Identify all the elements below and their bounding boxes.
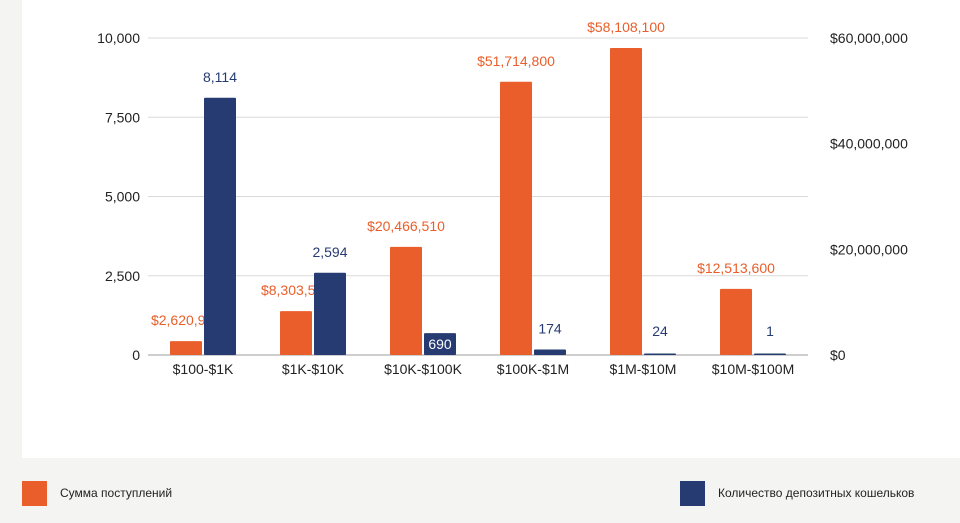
x-tick-label: $10M-$100M bbox=[712, 361, 795, 377]
bar-label-count: 174 bbox=[538, 320, 562, 336]
bar-label-amount: $2,620,914 bbox=[151, 312, 221, 328]
bar-amount bbox=[720, 288, 752, 355]
x-tick-label: $1K-$10K bbox=[282, 361, 345, 377]
x-tick-label: $1M-$10M bbox=[610, 361, 677, 377]
chart-panel: 0 2,500 5,000 7,500 10,000 $0 $20,000,000 $40,0… bbox=[22, 0, 960, 458]
bar-count bbox=[204, 97, 236, 356]
legend-item-amount: Сумма поступлений bbox=[22, 480, 173, 506]
x-tick-label: $100K-$1M bbox=[497, 361, 569, 377]
legend-label-count: Количество депозитных кошельков bbox=[718, 486, 915, 500]
bar-amount bbox=[610, 47, 642, 355]
legend-item-count: Количество депозитных кошельков bbox=[680, 480, 915, 506]
bar-count bbox=[534, 349, 566, 355]
bar-label-count: 1 bbox=[766, 323, 774, 339]
bar-count bbox=[644, 353, 676, 355]
legend-swatch-amount bbox=[22, 480, 47, 506]
bar-label-amount: $20,466,510 bbox=[367, 218, 445, 234]
bar-count bbox=[314, 272, 346, 355]
y-left-tick-label: 7,500 bbox=[105, 109, 140, 125]
y-right-tick-label: $40,000,000 bbox=[830, 136, 908, 152]
bar-chart: 0 2,500 5,000 7,500 10,000 $0 $20,000,000 $40,0… bbox=[97, 19, 908, 377]
bar-label-amount: $58,108,100 bbox=[587, 19, 665, 35]
x-tick-label: $10K-$100K bbox=[384, 361, 463, 377]
bar-label-count: 8,114 bbox=[203, 69, 237, 85]
y-left-tick-label: 0 bbox=[132, 347, 140, 363]
bar-count bbox=[754, 353, 786, 355]
bar-amount bbox=[500, 81, 532, 356]
y-right-tick-label: $0 bbox=[830, 347, 846, 363]
bar-amount bbox=[280, 311, 312, 355]
bar-label-count: 690 bbox=[428, 336, 452, 352]
y-left-tick-label: 10,000 bbox=[97, 30, 140, 46]
legend-label-amount: Сумма поступлений bbox=[60, 486, 173, 500]
bar-label-amount: $12,513,600 bbox=[697, 260, 775, 276]
bar-count bbox=[424, 333, 456, 355]
bar-label-amount: $8,303,590 bbox=[261, 282, 331, 298]
bar-amount bbox=[170, 341, 202, 355]
x-tick-label: $100-$1K bbox=[173, 361, 234, 377]
legend-swatch-count bbox=[680, 480, 705, 506]
y-left-tick-label: 5,000 bbox=[105, 189, 140, 205]
y-left-tick-label: 2,500 bbox=[105, 268, 140, 284]
y-right-tick-label: $20,000,000 bbox=[830, 241, 908, 257]
bar-label-count: 24 bbox=[652, 323, 668, 339]
bar-amount bbox=[390, 246, 422, 355]
bar-label-count: 2,594 bbox=[312, 244, 347, 260]
y-right-tick-label: $60,000,000 bbox=[830, 30, 908, 46]
bar-label-amount: $51,714,800 bbox=[477, 53, 555, 69]
